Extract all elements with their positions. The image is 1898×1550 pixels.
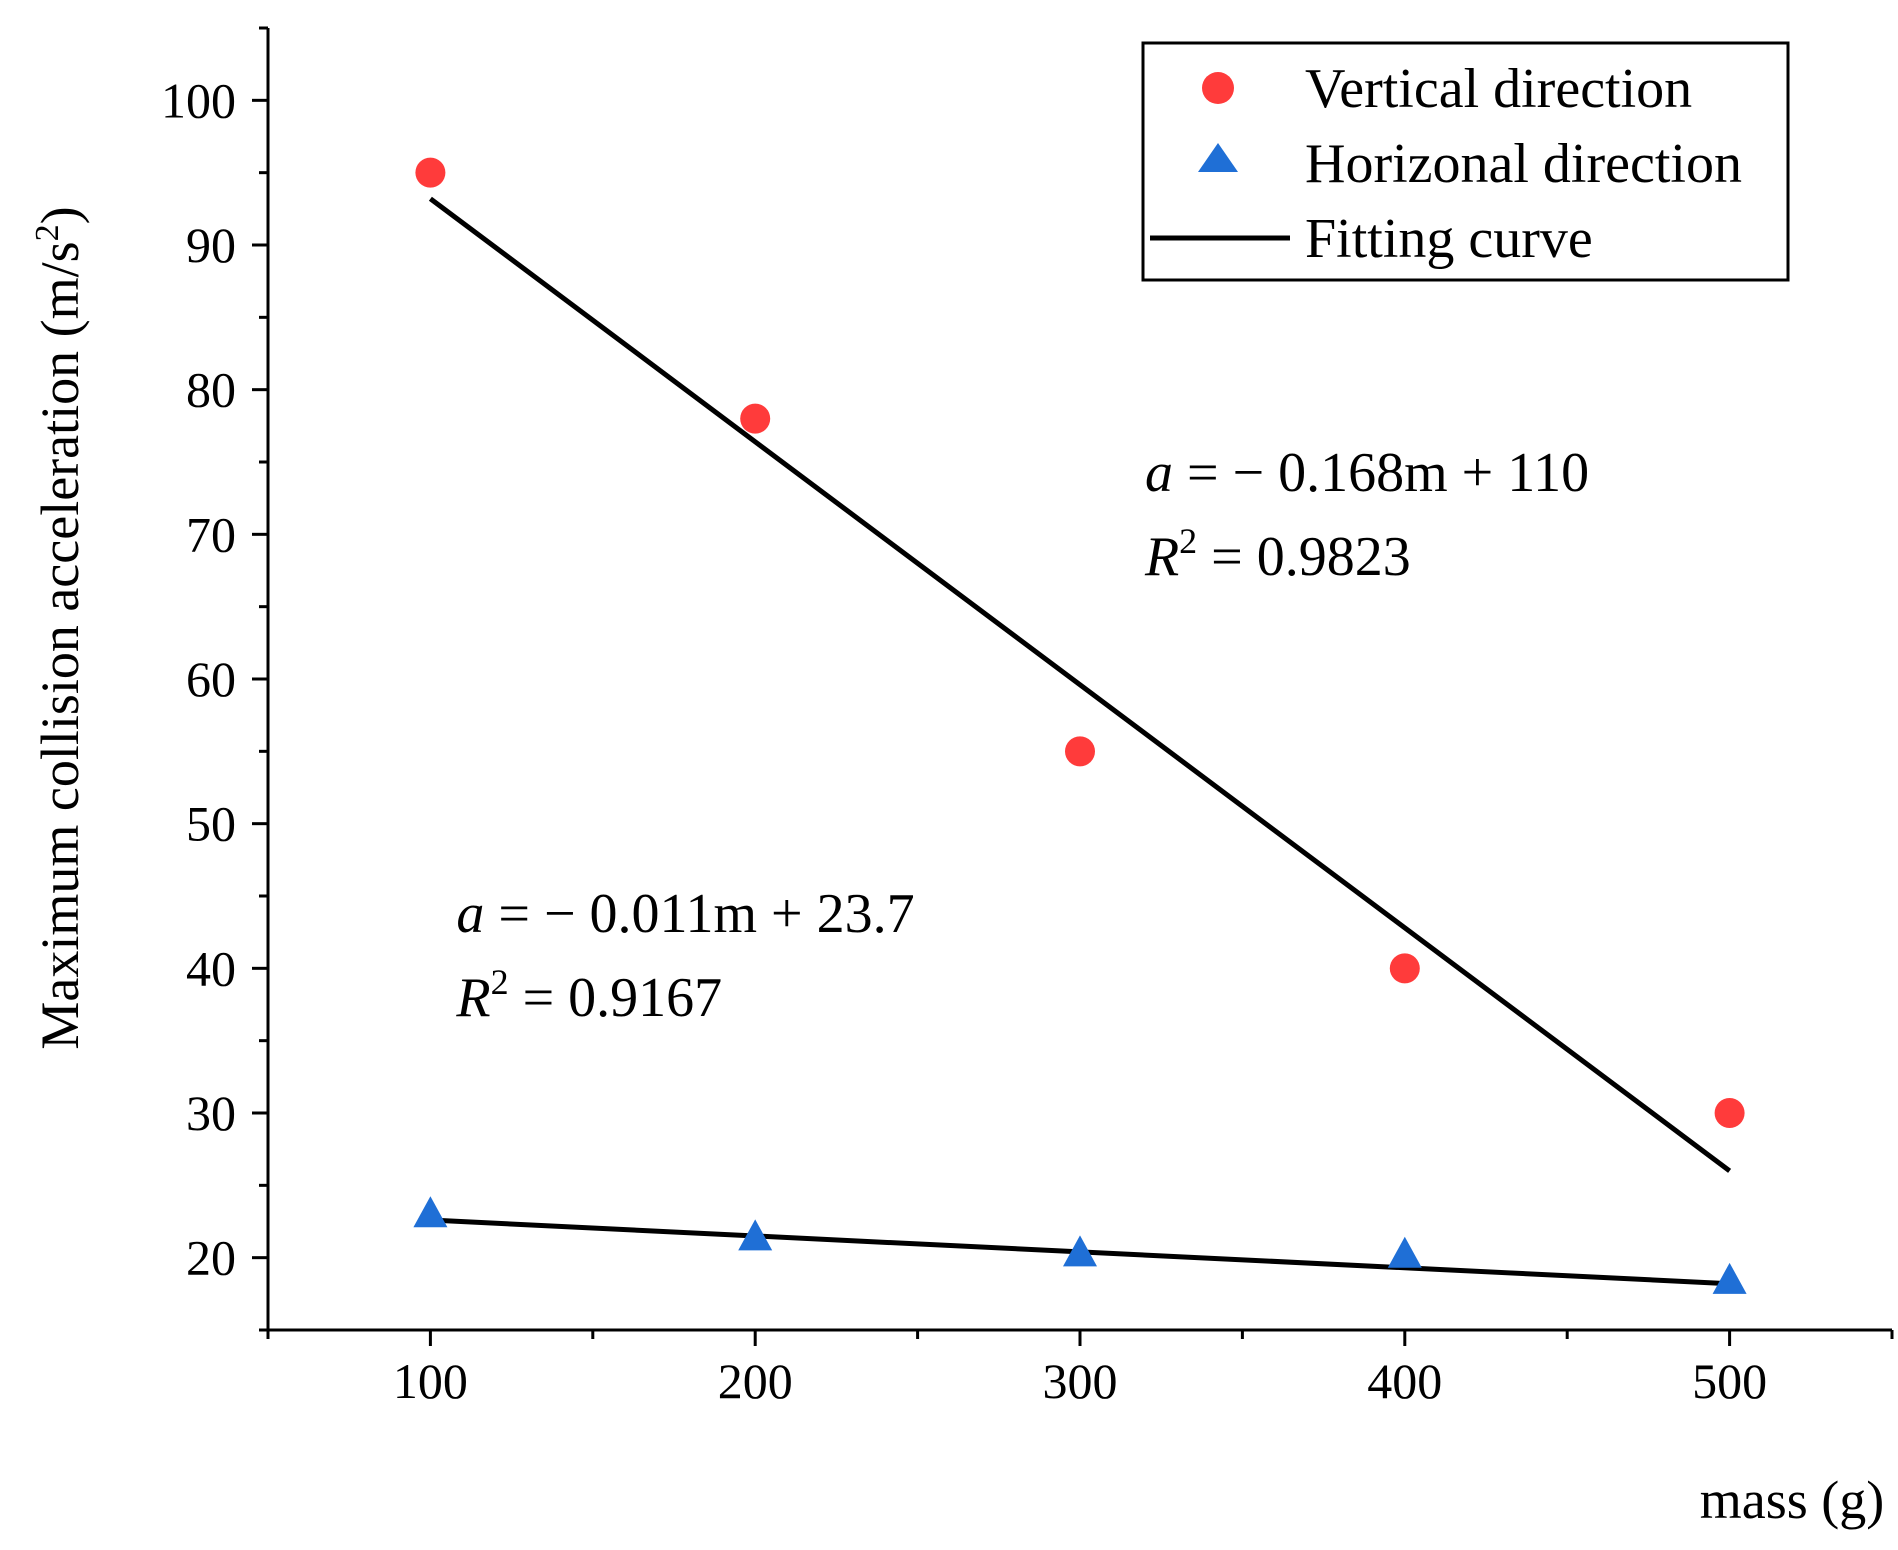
equation-vertical: a = − 0.168m + 110 [1145,442,1589,504]
horizontal-point-100 [413,1196,448,1228]
x-tick-label-400: 400 [1367,1353,1442,1409]
y-axis-ticks: 20 30 40 50 60 70 80 90 100 [161,26,268,1332]
y-axis-title: Maximum collision acceleration (m/s2) [29,206,90,1049]
r-squared-horizontal: R2 = 0.9167 [455,962,722,1029]
r-squared-vertical: R2 = 0.9823 [1144,521,1411,588]
legend-label-horizontal: Horizonal direction [1305,133,1742,195]
y-tick-label-30: 30 [186,1085,236,1141]
y-tick-label-50: 50 [186,796,236,852]
x-tick-label-500: 500 [1692,1353,1767,1409]
vertical-point-300 [1065,736,1095,767]
y-tick-label-60: 60 [186,651,236,707]
horizontal-point-500 [1712,1262,1747,1294]
y-tick-label-70: 70 [186,506,236,562]
r-squared-sup: 2 [491,962,509,1002]
legend-marker-vertical [1202,72,1234,104]
y-tick-label-100: 100 [161,72,236,128]
r-squared-var: R [455,967,490,1029]
r-squared-var: R [1144,526,1179,588]
y-tick-label-80: 80 [186,362,236,418]
r-squared-rhs: = 0.9167 [509,967,723,1029]
horizontal-point-200 [738,1219,773,1251]
y-axis-title-close: ) [30,206,90,224]
legend: Vertical direction Horizonal direction F… [1141,41,1790,282]
fit-line-vertical [428,196,1732,1173]
y-tick-label-40: 40 [186,940,236,996]
vertical-point-200 [740,403,771,434]
equation-rhs: = − 0.168m + 110 [1173,442,1589,504]
y-tick-label-90: 90 [186,217,236,273]
legend-label-vertical: Vertical direction [1305,58,1692,120]
equation-rhs: = − 0.011m + 23.7 [484,883,914,945]
y-tick-label-20: 20 [186,1230,236,1286]
vertical-point-500 [1714,1098,1745,1128]
equation-var: a [1145,442,1173,504]
legend-marker-horizontal [1198,143,1238,172]
equation-horizontal: a = − 0.011m + 23.7 [456,883,914,945]
x-axis-title: mass (g) [1700,1470,1884,1530]
legend-label-fit: Fitting curve [1305,208,1593,270]
equation-var: a [456,883,484,945]
y-axis-title-sup: 2 [29,224,66,241]
x-tick-label-200: 200 [718,1353,793,1409]
x-tick-label-300: 300 [1043,1353,1118,1409]
vertical-point-100 [415,157,446,188]
data-markers [413,157,1747,1294]
y-axis-title-main: Maximum collision acceleration (m/s [30,241,90,1049]
x-tick-label-100: 100 [393,1353,468,1409]
horizontal-point-400 [1387,1236,1422,1268]
x-axis-ticks: 100 200 300 400 500 [266,1330,1894,1409]
vertical-point-400 [1389,953,1420,984]
r-squared-rhs: = 0.9823 [1197,526,1411,588]
horizontal-point-300 [1063,1235,1097,1267]
r-squared-sup: 2 [1179,521,1197,561]
